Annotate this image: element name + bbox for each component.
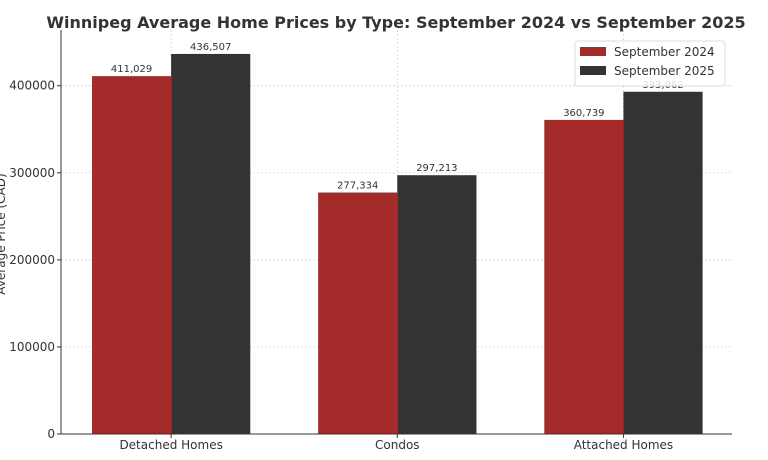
- data-label: 360,739: [563, 108, 604, 119]
- x-tick-label: Condos: [375, 438, 420, 452]
- y-tick-label: 400000: [9, 79, 55, 93]
- legend: September 2024 September 2025: [574, 40, 726, 87]
- y-tick-label: 100000: [9, 340, 55, 354]
- y-axis-label: Average Price (CAD): [0, 173, 8, 294]
- y-tick-label: 200000: [9, 253, 55, 267]
- y-tick-label: 300000: [9, 166, 55, 180]
- bar-september-2024: [91, 76, 172, 434]
- bar-september-2025: [397, 175, 477, 434]
- bar-september-2025: [171, 53, 251, 435]
- bar-september-2024: [544, 119, 624, 434]
- x-tick-label: Detached Homes: [119, 438, 222, 452]
- data-label: 297,213: [416, 163, 457, 174]
- data-label: 411,029: [111, 64, 152, 75]
- x-tick-label: Attached Homes: [574, 438, 673, 452]
- legend-swatch: [580, 47, 606, 56]
- bar-september-2025: [623, 91, 703, 434]
- data-label: 436,507: [190, 42, 231, 53]
- legend-label: September 2024: [614, 45, 715, 59]
- legend-swatch: [580, 66, 606, 75]
- y-tick-label: 0: [47, 427, 55, 441]
- data-label: 277,334: [337, 181, 378, 192]
- chart-title: Winnipeg Average Home Prices by Type: Se…: [46, 13, 745, 32]
- legend-label: September 2025: [614, 64, 715, 78]
- legend-box: [574, 40, 726, 87]
- bar-september-2024: [318, 192, 398, 434]
